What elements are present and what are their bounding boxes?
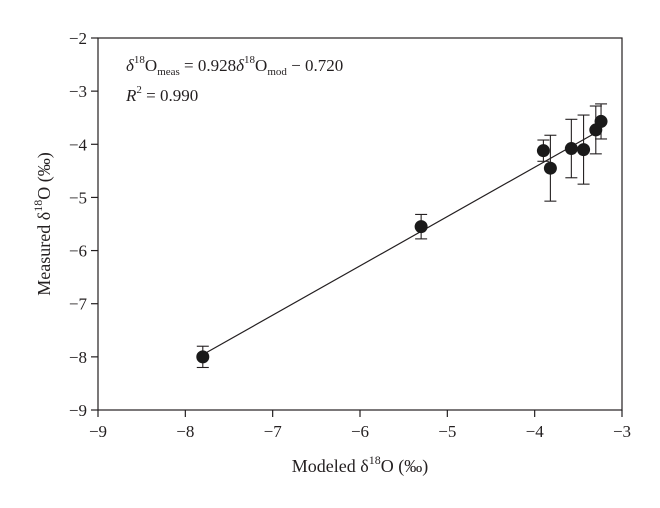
data-point — [414, 220, 428, 234]
data-point — [196, 350, 210, 364]
x-tick-label: −8 — [176, 422, 194, 441]
y-tick-label: −3 — [69, 82, 87, 101]
x-tick-label: −9 — [89, 422, 107, 441]
y-axis-ticks: −9 −8 −7 −6 −5 −4 −3 −2 — [69, 29, 98, 420]
x-axis-ticks: −9 −8 −7 −6 −5 −4 −3 — [89, 410, 631, 441]
x-axis-title: Modeled δ18O (‰) — [292, 453, 428, 477]
y-tick-label: −5 — [69, 188, 87, 207]
x-tick-label: −4 — [526, 422, 545, 441]
regression-equation: δ18Omeas = 0.928δ18Omod − 0.720 — [126, 54, 343, 78]
regression-line-layer — [202, 129, 602, 356]
y-axis-title: Measured δ18O (‰) — [31, 152, 55, 295]
x-tick-label: −3 — [613, 422, 631, 441]
data-points-layer — [196, 114, 608, 364]
data-point — [594, 114, 608, 128]
data-point — [577, 143, 591, 157]
x-tick-label: −6 — [351, 422, 369, 441]
x-tick-label: −7 — [264, 422, 283, 441]
regression-line — [202, 129, 602, 356]
y-tick-label: −8 — [69, 348, 87, 367]
data-point — [536, 144, 550, 158]
data-point — [543, 161, 557, 175]
data-point — [564, 142, 578, 156]
x-tick-label: −5 — [438, 422, 456, 441]
error-bars-layer — [196, 103, 608, 369]
y-tick-label: −6 — [69, 242, 87, 261]
y-tick-label: −9 — [69, 401, 87, 420]
r-squared-label: R2 = 0.990 — [125, 84, 198, 105]
y-tick-label: −4 — [69, 135, 88, 154]
y-tick-label: −2 — [69, 29, 87, 48]
y-tick-label: −7 — [69, 295, 88, 314]
